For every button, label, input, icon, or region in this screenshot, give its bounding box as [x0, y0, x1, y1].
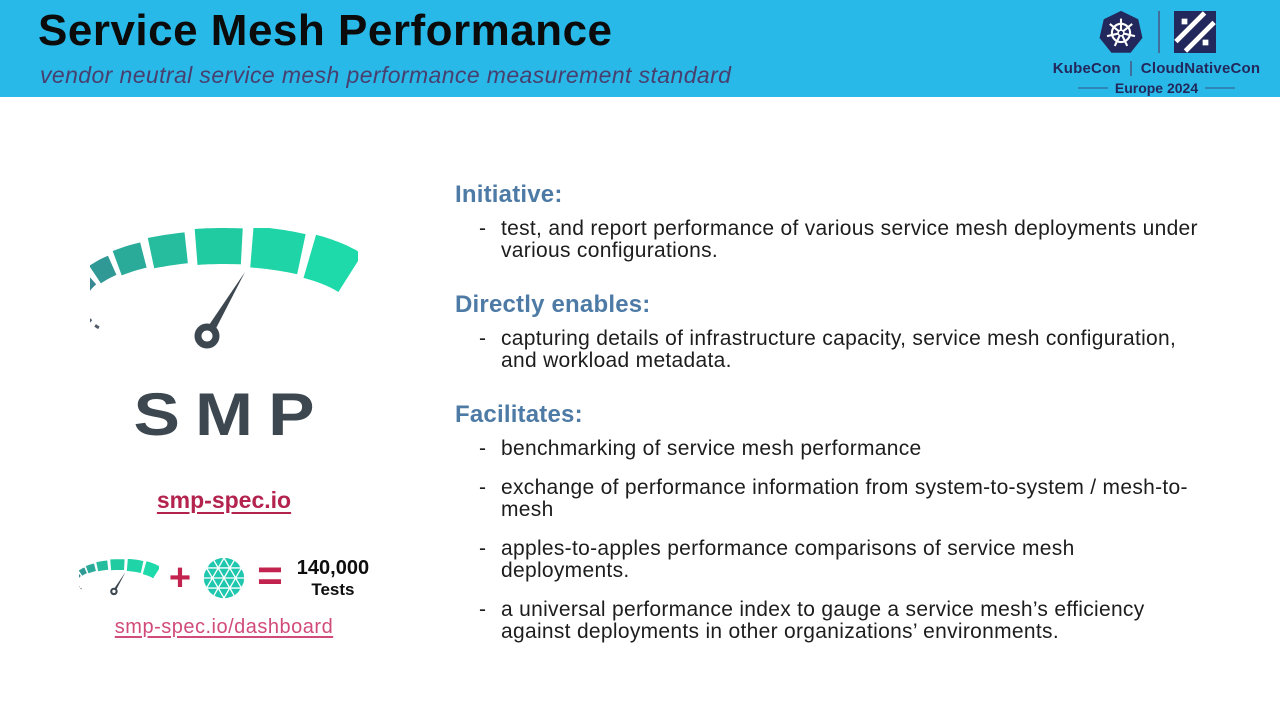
section-heading: Directly enables: [455, 291, 651, 318]
event-logo-lockup: KubeCon CloudNativeCon Europe 2024 [1053, 8, 1260, 96]
edition-line-right [1205, 87, 1236, 89]
kubecon-wheel-icon [1099, 10, 1142, 53]
kubecon-label: KubeCon [1052, 60, 1121, 77]
tests-count: 140,000 Tests [297, 557, 369, 600]
cloudnativecon-icon [1173, 11, 1216, 53]
smp-panel: SMP smp-spec.io + = 140,000 Tests smp-sp… [48, 228, 400, 639]
header-band: Service Mesh Performance vendor neutral … [0, 0, 1280, 97]
speedometer-mini-icon [78, 559, 159, 596]
list-item: - benchmarking of service mesh performan… [455, 438, 1203, 460]
bullet-dash: - [479, 476, 486, 499]
smp-wordmark: SMP [133, 381, 330, 448]
plus-sign: + [168, 557, 192, 599]
bullet-text: benchmarking of service mesh performance [501, 437, 922, 460]
tests-count-value: 140,000 [296, 556, 370, 579]
list-item: - apples-to-apples performance compariso… [455, 538, 1203, 582]
edition-label: Europe 2024 [1114, 80, 1199, 96]
list-item: - capturing details of infrastructure ca… [455, 328, 1203, 372]
section-facilitates: Facilitates: - benchmarking of service m… [455, 401, 1203, 643]
bullet-dash: - [479, 537, 486, 560]
section-heading: Initiative: [455, 181, 563, 208]
bullet-text: apples-to-apples performance comparisons… [501, 537, 1075, 582]
page-subtitle: vendor neutral service mesh performance … [40, 62, 732, 88]
content-column: Initiative: - test, and report performan… [455, 181, 1203, 672]
bullet-text: test, and report performance of various … [501, 217, 1198, 262]
list-item: - a universal performance index to gauge… [455, 599, 1203, 643]
edition-line-left [1077, 87, 1108, 89]
list-item: - test, and report performance of variou… [455, 218, 1203, 262]
bullet-dash: - [479, 327, 486, 350]
cloudnativecon-label: CloudNativeCon [1140, 60, 1261, 77]
page-title: Service Mesh Performance [38, 6, 613, 55]
bullet-dash: - [479, 437, 486, 460]
bullet-text: capturing details of infrastructure capa… [501, 327, 1177, 372]
section-heading: Facilitates: [455, 401, 583, 428]
section-initiative: Initiative: - test, and report performan… [455, 181, 1203, 262]
bullet-text: a universal performance index to gauge a… [501, 598, 1145, 643]
equals-sign: = [257, 551, 283, 600]
bullet-dash: - [479, 598, 486, 621]
bullet-dash: - [479, 217, 486, 240]
smp-speedometer-logo [90, 228, 358, 349]
bullet-text: exchange of performance information from… [501, 476, 1188, 521]
label-divider [1129, 61, 1132, 76]
list-item: - exchange of performance information fr… [455, 477, 1203, 521]
mesh-sphere-icon [203, 557, 245, 599]
logo-divider [1157, 11, 1160, 53]
section-directly-enables: Directly enables: - capturing details of… [455, 291, 1203, 372]
tests-count-label: Tests [311, 579, 355, 599]
smp-spec-link[interactable]: smp-spec.io [156, 487, 292, 513]
tests-equation: + = 140,000 Tests [78, 551, 369, 602]
dashboard-link[interactable]: smp-spec.io/dashboard [114, 616, 334, 638]
